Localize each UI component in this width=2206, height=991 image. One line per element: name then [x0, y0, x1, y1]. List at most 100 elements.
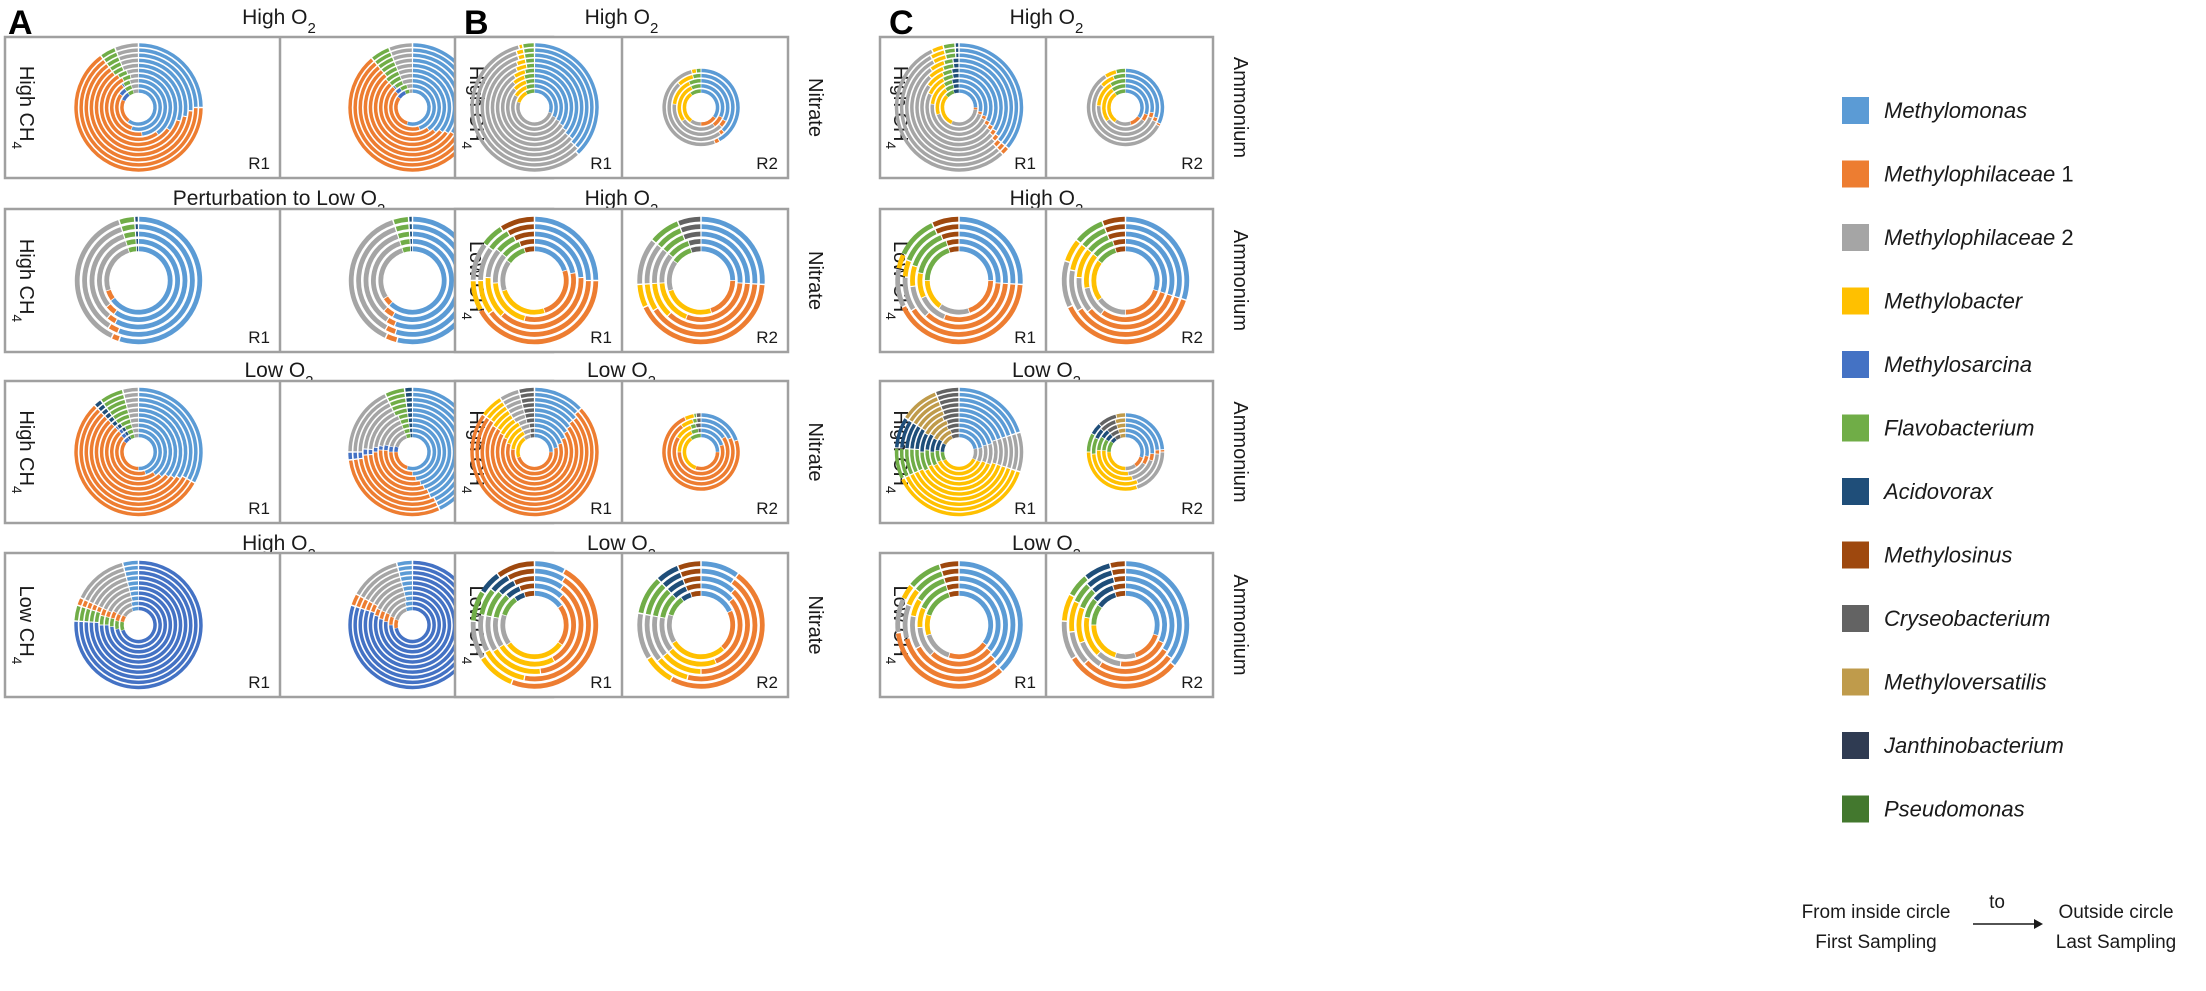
panel-C2-r2-donut-ring4-methylobacter-arc: [1070, 245, 1086, 271]
panel-A4-r1-donut: [74, 560, 203, 690]
panel-C3-r1-donut-ring4-methylomonas-arc: [959, 418, 992, 445]
panel-B4-r2-donut-ring5-methylophilaceae-2-arc: [637, 613, 651, 659]
panel-A2-r2-donut-ring3-methylophilaceae-2-arc: [363, 234, 399, 322]
panel-A2-r1-donut-ring5-methylophilaceae-1-arc: [112, 334, 120, 341]
panel-A1-r2-donut-ring6-methylomonas-arc: [412, 63, 457, 133]
panel-C3-r1-donut-ring9-methylomonas-arc: [959, 392, 1015, 435]
panel-C3-r1-donut-ring8-cryseobacterium-arc: [939, 398, 959, 405]
panel-B3-r1-donut: [470, 387, 599, 517]
legend-label-11: Janthinobacterium: [1883, 733, 2064, 758]
panel-A2-r1-donut-ring1-methylophilaceae-2-arc: [104, 248, 130, 291]
panel-A1-r2-donut-ring8-methylophilaceae-2-arc: [393, 53, 412, 61]
panel-A3-r1-donut: [74, 387, 203, 517]
panel-A1-r1-donut-ring1-methylophilaceae-1-arc: [120, 99, 130, 123]
panel-C3-r2-donut-ring5-acidovorax-arc: [1091, 424, 1102, 435]
panel-C3-r1-donut-ring6-methylomonas-arc: [959, 408, 1001, 440]
panel-C3-r2-donut-ring4-methylophilaceae-2-arc: [1136, 454, 1160, 484]
panel-B2-r2-donut-ring5-methylophilaceae-1-arc: [643, 284, 765, 345]
panel-A1-r2-donut-ring3-methylophilaceae-1-arc: [384, 86, 429, 136]
panel-C2-r2-donut-ring3-methylophilaceae-2-arc: [1076, 278, 1092, 312]
panel-B1-r1-donut-ring8-methylomonas-arc: [535, 53, 589, 144]
panel-A1-r2-donut-ring3-methylosarcina-arc: [393, 85, 397, 90]
panel-A4-r1-donut-ring3-methylophilaceae-1-arc: [110, 611, 117, 619]
panel-C1-r1-donut-ring10-methylobacter-arc: [932, 45, 944, 53]
panel-B1-r2-donut-ring2-methylophilaceae-1-arc: [712, 116, 723, 127]
panel-C4-r2-donut-ring2-methylomonas-arc: [1125, 583, 1167, 643]
panel-B3-r1-donut-ring6-methylophilaceae-2-arc: [511, 409, 525, 418]
panel-A4-r1-donut-ring2-methylophilaceae-2-arc: [118, 602, 133, 616]
panel-C2-r1-donut-ring4-methylosinus-arc: [935, 224, 959, 234]
panel-A4-r1-donut-ring6-methylophilaceae-2-arc: [99, 582, 129, 608]
panel-B1-r1-donut-ring4-methylomonas-arc: [534, 73, 569, 126]
panel-B3-r1-donut-ring10-methylophilaceae-2-arc: [500, 390, 519, 401]
panel-B2-r2-donut-ring4-methylobacter-arc: [644, 284, 658, 311]
panel-B1-r1-donut-ring2-methylophilaceae-2-arc: [511, 95, 556, 131]
panel-C3-r2-donut-ring2-methylomonas-arc: [1125, 428, 1149, 457]
panel-B1-r1-donut-ring10-methylobacter-arc: [519, 44, 523, 49]
panel-C2-r2-donut-ring5-methylophilaceae-2-arc: [1061, 261, 1072, 307]
panel-C3-r1-donut-ring2-cryseobacterium-arc: [950, 428, 959, 434]
panel-C1-r2-donut-ring2-methylophilaceae-1-arc: [1141, 113, 1148, 122]
panel-A1-r2-donut-ring1-methylosarcina-arc: [397, 91, 407, 99]
panel-B4-r2-donut: [637, 561, 765, 689]
panel-C3-r1-donut-ring10-acidovorax-arc: [894, 418, 908, 448]
panel-B2-r2-donut-ring3-methylomonas-arc: [701, 231, 750, 283]
panel-C1-r1-donut-ring3-flavobacterium-arc: [944, 79, 953, 87]
panel-A4-r1-donut-ring2-methylophilaceae-1-arc: [115, 613, 121, 622]
panel-C3-r2-donut-ring3-methyloversatilis-arc: [1117, 423, 1126, 429]
panel-B3-r1-donut-ring7-cryseobacterium-arc: [522, 403, 534, 408]
panel-B3-r2-donut-ring1-flavobacterium-arc: [690, 433, 701, 440]
panel-A4-r2-donut-ring8-methylophilaceae-2-arc: [365, 572, 400, 601]
legend-label-9: Cryseobacterium: [1884, 606, 2050, 631]
panel-B4-r2-donut-ring3-flavobacterium-arc: [653, 589, 671, 617]
panel-B3-r2-donut-ring2-methylobacter-arc: [677, 430, 693, 452]
panel-C3-r2-donut-ring3-methylophilaceae-2-arc: [1131, 459, 1153, 480]
panel-A1-r2-donut-ring7-flavobacterium-arc: [381, 62, 396, 73]
panel-A3-r2-donut-ring8-flavobacterium-arc: [390, 398, 406, 407]
panel-A3-r1-donut-ring2-methylosarcina-arc: [121, 433, 127, 439]
panel-B3-r1-donut-ring10-cryseobacterium-arc: [519, 387, 534, 394]
panel-A3-r2-donut-ring4-methylophilaceae-2-arc: [379, 420, 402, 447]
panel-B4-r2-donut-ring5-acidovorax-arc: [657, 566, 679, 582]
panel-B4-r2-donut-ring4-methylophilaceae-1-arc: [687, 579, 758, 682]
panel-C1-r1-donut-ring9-methylobacter-arc: [931, 50, 945, 59]
panel-C1-r1-tag: R1: [1014, 154, 1036, 173]
panel-B2-r1-donut-ring1-methylophilaceae-1-arc: [543, 270, 569, 313]
panel-C1-r2-donut-ring1-flavobacterium-arc: [1114, 89, 1126, 96]
panel-C3-r2-donut-ring3-methylomonas-arc: [1125, 423, 1154, 454]
panel-B2-r1-donut-ring2-flavobacterium-arc: [502, 242, 521, 257]
panel-B3-r1-tag: R1: [590, 499, 612, 518]
legend-swatch-11: [1842, 732, 1869, 759]
panel-B2-r1-donut: [470, 216, 599, 345]
panel-A4-r1-donut-ring1-methylosarcina-arc: [121, 606, 157, 644]
panel-C3-r1-donut-ring8-methylobacter-arc: [910, 468, 1011, 507]
panel-B2-r2-donut-ring2-methylobacter-arc: [659, 283, 688, 319]
panel-B4-r1-donut-ring4-methylophilaceae-2-arc: [478, 615, 490, 652]
panel-C2-r1-donut-ring4-methylophilaceae-1-arc: [911, 284, 1016, 337]
panel-B1-r2-donut-ring4-methylobacter-arc: [678, 75, 694, 86]
panel-A4-r2-donut-ring1-methylophilaceae-2-arc: [395, 608, 408, 621]
panel-C1-r1-donut-ring6-methylophilaceae-1-arc: [990, 129, 996, 136]
panel-B3-r1-donut-ring7-methylophilaceae-2-arc: [508, 404, 523, 414]
panel-A3-r2-donut-ring5-methylophilaceae-2-arc: [374, 416, 400, 448]
panel-A1-r1-donut-ring1-flavobacterium-arc: [127, 90, 134, 96]
panel-B3-r2-donut-ring1-methylomonas-arc: [701, 433, 720, 452]
panel-C1-r2-donut-ring3-methylophilaceae-1-arc: [1148, 112, 1154, 118]
panel-C3-r1-donut-ring9-flavobacterium-arc: [899, 449, 909, 477]
panel-C4-r1-donut-ring4-methylosinus-arc: [942, 568, 959, 576]
panel-A3-r1-donut-ring9-acidovorax-arc: [98, 404, 106, 412]
panel-B4-r2-donut-ring3-methylosinus-arc: [683, 576, 701, 584]
panel-A1-r1-donut-ring7-flavobacterium-arc: [110, 62, 122, 71]
panel-C3-r2-donut-ring5-flavobacterium-arc: [1086, 433, 1095, 452]
panel-C4-r2-donut-ring5-methylosinus-arc: [1110, 561, 1125, 568]
panel-A4-r1-donut-ring6-methylophilaceae-1-arc: [97, 606, 102, 613]
panel-B2-r2-donut-ring5-cryseobacterium-arc: [678, 216, 701, 226]
panel-A3-r1-donut-ring9-methylophilaceae-1-arc: [79, 409, 190, 512]
panel-B1-r2-donut-ring2-methylomonas-arc: [701, 84, 725, 118]
panel-B4-r1-donut-ring2-flavobacterium-arc: [493, 595, 510, 618]
panel-A3-r1-donut-ring1-acidovorax-arc: [127, 436, 132, 440]
panel-A2-r2-donut-ring4-flavobacterium-arc: [395, 224, 409, 232]
panel-C1-r1-donut-ring8-methylophilaceae-2-arc: [905, 60, 996, 162]
panel-C4-r2-donut-ring2-acidovorax-arc: [1093, 585, 1114, 602]
legend-label-3: Methylophilaceae 2: [1884, 225, 2074, 250]
